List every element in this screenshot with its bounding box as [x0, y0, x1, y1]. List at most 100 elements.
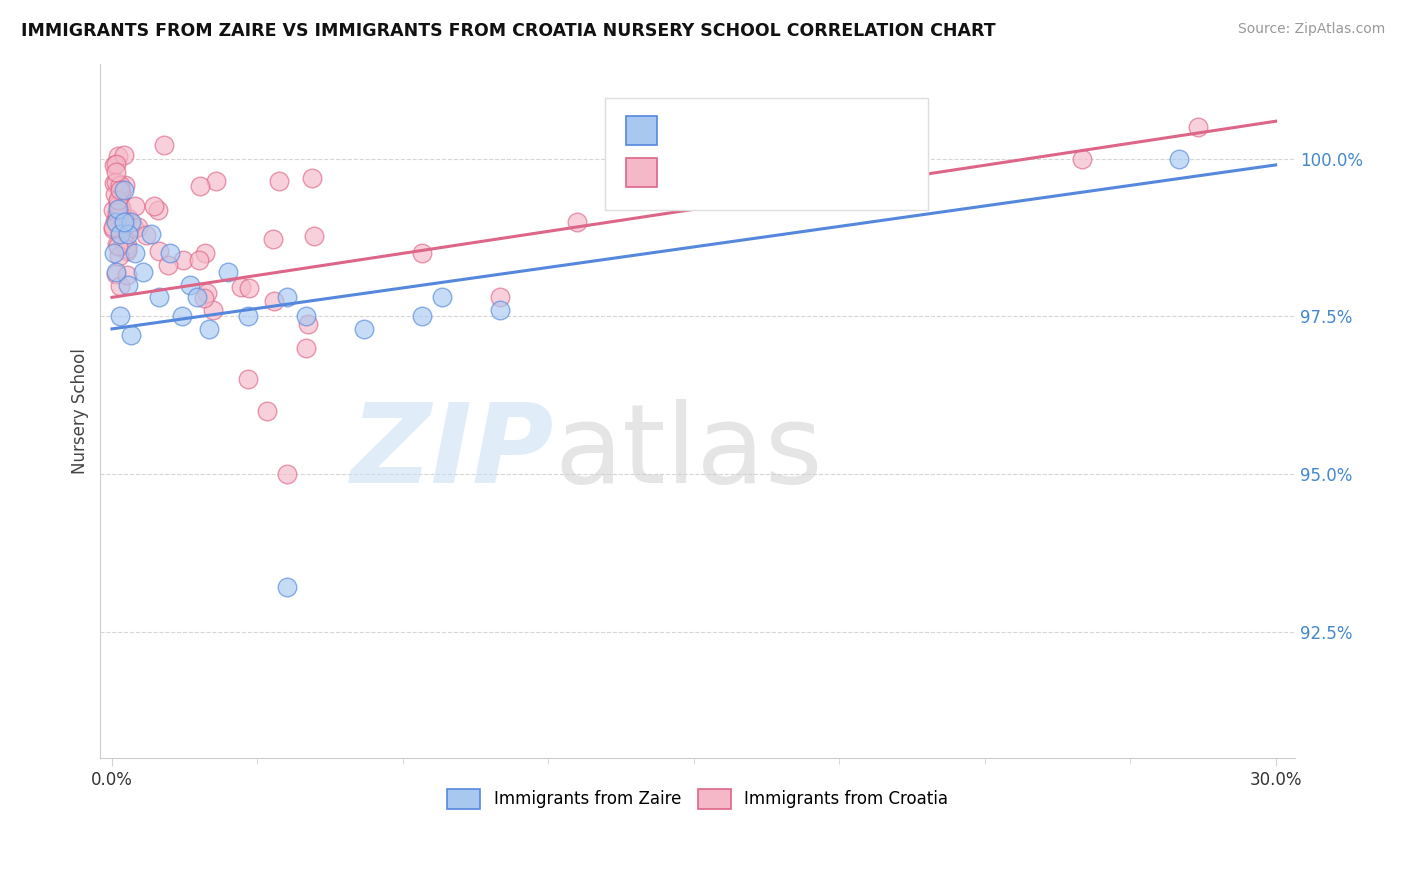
- Point: [430, 290, 453, 304]
- Point: [111, 234, 134, 248]
- Point: [682, 139, 704, 153]
- Point: [156, 258, 179, 272]
- Point: [101, 202, 124, 217]
- Point: [146, 202, 169, 217]
- Point: [101, 222, 124, 236]
- Point: [115, 268, 138, 283]
- Point: [103, 176, 125, 190]
- Point: [202, 303, 225, 318]
- Point: [302, 229, 325, 244]
- Point: [152, 137, 174, 152]
- Point: [107, 193, 129, 207]
- Point: [295, 341, 318, 355]
- Text: atlas: atlas: [554, 399, 823, 506]
- Point: [198, 322, 221, 336]
- Point: [122, 221, 145, 235]
- Point: [108, 183, 131, 197]
- Point: [256, 404, 278, 418]
- Point: [236, 372, 259, 386]
- Point: [117, 211, 139, 225]
- Point: [186, 290, 208, 304]
- Point: [112, 215, 135, 229]
- Point: [117, 277, 139, 292]
- Point: [172, 252, 194, 267]
- Point: [188, 178, 211, 193]
- Point: [103, 158, 125, 172]
- Point: [1167, 152, 1189, 166]
- Point: [1187, 120, 1209, 135]
- Point: [489, 302, 512, 317]
- Point: [205, 174, 228, 188]
- Point: [117, 227, 139, 242]
- Point: [112, 211, 135, 225]
- Point: [267, 173, 290, 187]
- Point: [110, 186, 132, 200]
- Point: [103, 219, 125, 234]
- Point: [114, 178, 136, 192]
- Point: [262, 232, 284, 246]
- Point: [112, 217, 135, 231]
- Point: [115, 244, 138, 258]
- Point: [139, 227, 162, 242]
- Point: [107, 202, 129, 216]
- Point: [104, 265, 127, 279]
- Point: [276, 581, 298, 595]
- Text: ZIP: ZIP: [352, 399, 554, 506]
- Point: [104, 267, 127, 281]
- Point: [105, 156, 128, 170]
- Point: [108, 178, 131, 192]
- Point: [110, 200, 132, 214]
- Text: R = 0.328   N = 76: R = 0.328 N = 76: [668, 161, 882, 181]
- Point: [489, 290, 512, 304]
- Point: [105, 165, 128, 179]
- Point: [295, 310, 318, 324]
- Point: [195, 285, 218, 300]
- Point: [104, 215, 127, 229]
- Point: [107, 239, 129, 253]
- Point: [124, 198, 146, 212]
- Point: [353, 322, 375, 336]
- Point: [120, 328, 142, 343]
- Point: [107, 196, 129, 211]
- Point: [297, 318, 319, 332]
- Point: [104, 187, 127, 202]
- Point: [276, 467, 298, 481]
- Point: [143, 199, 166, 213]
- Point: [236, 310, 259, 324]
- Point: [193, 291, 215, 305]
- Point: [105, 175, 128, 189]
- Point: [107, 222, 129, 236]
- Point: [107, 149, 129, 163]
- Point: [263, 293, 285, 308]
- Point: [411, 246, 433, 260]
- Point: [107, 198, 129, 212]
- Point: [115, 242, 138, 256]
- Point: [107, 190, 129, 204]
- Point: [135, 227, 157, 242]
- Point: [159, 246, 181, 260]
- Point: [105, 205, 128, 219]
- Y-axis label: Nursery School: Nursery School: [72, 348, 89, 474]
- Point: [411, 310, 433, 324]
- Point: [107, 206, 129, 220]
- Point: [124, 246, 146, 260]
- Point: [110, 204, 132, 219]
- Point: [108, 227, 131, 242]
- Point: [107, 249, 129, 263]
- Point: [148, 244, 170, 258]
- Point: [105, 210, 128, 224]
- Point: [229, 280, 252, 294]
- Point: [112, 148, 135, 162]
- Text: IMMIGRANTS FROM ZAIRE VS IMMIGRANTS FROM CROATIA NURSERY SCHOOL CORRELATION CHAR: IMMIGRANTS FROM ZAIRE VS IMMIGRANTS FROM…: [21, 22, 995, 40]
- Point: [188, 252, 211, 267]
- Point: [148, 290, 170, 304]
- Point: [115, 237, 138, 252]
- Point: [217, 265, 239, 279]
- Point: [104, 214, 127, 228]
- Point: [108, 278, 131, 293]
- Point: [132, 265, 155, 279]
- Point: [103, 246, 125, 260]
- Point: [170, 310, 193, 324]
- Text: Source: ZipAtlas.com: Source: ZipAtlas.com: [1237, 22, 1385, 37]
- Point: [120, 215, 142, 229]
